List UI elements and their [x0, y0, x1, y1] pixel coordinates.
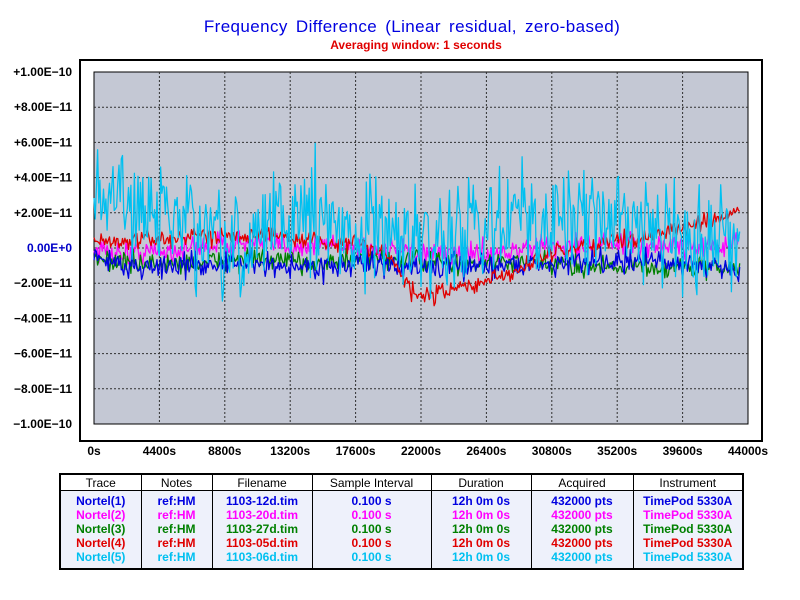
cell-interval: 0.100 s [311, 522, 432, 536]
cell-duration: 12h 0m 0s [430, 550, 532, 569]
cell-acquired: 432000 pts [530, 522, 634, 536]
y-tick-label: +2.00E−11 [14, 206, 72, 220]
x-tick-label: 13200s [270, 444, 310, 458]
cell-notes: ref:HM [140, 536, 213, 550]
cell-duration: 12h 0m 0s [430, 522, 532, 536]
y-tick-label: −8.00E−11 [14, 382, 72, 396]
cell-acquired: 432000 pts [530, 508, 634, 522]
frequency-difference-chart: +1.00E−10 +8.00E−11 +6.00E−11 +4.00E−11 +2.0… [13, 59, 768, 458]
cell-duration: 12h 0m 0s [430, 508, 532, 522]
cell-instrument: TimePod 5330A [632, 550, 744, 569]
cell-trace: Nortel(5) [59, 550, 142, 569]
y-tick-label: −1.00E−10 [13, 417, 72, 431]
y-tick-label: −2.00E−11 [14, 276, 72, 290]
cell-trace: Nortel(1) [59, 490, 142, 508]
y-tick-label: +4.00E−11 [14, 171, 72, 185]
cell-filename: 1103-27d.tim [211, 522, 313, 536]
x-tick-label: 30800s [532, 444, 572, 458]
series-layer [93, 142, 741, 307]
legend-row: Nortel(4) ref:HM 1103-05d.tim 0.100 s 12… [59, 536, 744, 550]
cell-trace: Nortel(3) [59, 522, 142, 536]
legend-row: Nortel(2) ref:HM 1103-20d.tim 0.100 s 12… [59, 508, 744, 522]
x-tick-label: 39600s [663, 444, 703, 458]
x-tick-label: 22000s [401, 444, 441, 458]
cell-acquired: 432000 pts [530, 550, 634, 569]
legend-row: Nortel(5) ref:HM 1103-06d.tim 0.100 s 12… [59, 550, 744, 569]
cell-acquired: 432000 pts [530, 490, 634, 508]
cell-interval: 0.100 s [311, 508, 432, 522]
y-tick-label: +6.00E−11 [14, 135, 72, 149]
x-axis-ticks: 0s 4400s 8800s 13200s 17600s 22000s 26400s 3080… [87, 444, 768, 458]
cell-notes: ref:HM [140, 522, 213, 536]
cell-interval: 0.100 s [311, 490, 432, 508]
legend-row: Nortel(1) ref:HM 1103-12d.tim 0.100 s 12… [59, 490, 744, 508]
header-instrument: Instrument [632, 473, 744, 491]
y-axis-ticks: +1.00E−10 +8.00E−11 +6.00E−11 +4.00E−11 +2.0… [13, 65, 72, 431]
cell-filename: 1103-06d.tim [211, 550, 313, 569]
series-line-5 [93, 142, 741, 302]
chart-title: Frequency Difference (Linear residual, z… [203, 17, 621, 36]
cell-interval: 0.100 s [311, 536, 432, 550]
header-filename: Filename [211, 473, 313, 491]
cell-trace: Nortel(2) [59, 508, 142, 522]
series-line-1 [93, 245, 741, 285]
x-tick-label: 8800s [208, 444, 242, 458]
header-acquired: Acquired [530, 473, 634, 491]
x-tick-label: 35200s [597, 444, 637, 458]
cell-filename: 1103-12d.tim [211, 490, 313, 508]
legend-header-row: Trace Notes Filename Sample Interval Dur… [59, 473, 744, 491]
y-tick-label: +8.00E−11 [14, 100, 72, 114]
cell-notes: ref:HM [140, 550, 213, 569]
cell-duration: 12h 0m 0s [430, 490, 532, 508]
cell-instrument: TimePod 5330A [632, 508, 744, 522]
y-tick-label: −6.00E−11 [14, 347, 72, 361]
header-notes: Notes [140, 473, 213, 491]
cell-trace: Nortel(4) [59, 536, 142, 550]
cell-instrument: TimePod 5330A [632, 522, 744, 536]
x-tick-label: 44000s [728, 444, 768, 458]
cell-filename: 1103-05d.tim [211, 536, 313, 550]
header-trace: Trace [59, 473, 142, 491]
x-tick-label: 17600s [336, 444, 376, 458]
chart-subtitle: Averaging window: 1 seconds [330, 38, 502, 52]
cell-acquired: 432000 pts [530, 536, 634, 550]
cell-interval: 0.100 s [311, 550, 432, 569]
y-tick-label: 0.00E+0 [27, 241, 72, 255]
header-duration: Duration [430, 473, 532, 491]
x-tick-label: 4400s [143, 444, 177, 458]
y-tick-label: −4.00E−11 [14, 311, 72, 325]
cell-filename: 1103-20d.tim [211, 508, 313, 522]
x-tick-label: 26400s [466, 444, 506, 458]
cell-duration: 12h 0m 0s [430, 536, 532, 550]
cell-instrument: TimePod 5330A [632, 490, 744, 508]
trace-legend-table: Trace Notes Filename Sample Interval Dur… [59, 473, 744, 570]
header-sample-interval: Sample Interval [311, 473, 432, 491]
series-line-3 [93, 247, 741, 282]
cell-instrument: TimePod 5330A [632, 536, 744, 550]
cell-notes: ref:HM [140, 490, 213, 508]
cell-notes: ref:HM [140, 508, 213, 522]
legend-row: Nortel(3) ref:HM 1103-27d.tim 0.100 s 12… [59, 522, 744, 536]
x-tick-label: 0s [87, 444, 101, 458]
y-tick-label: +1.00E−10 [13, 65, 72, 79]
